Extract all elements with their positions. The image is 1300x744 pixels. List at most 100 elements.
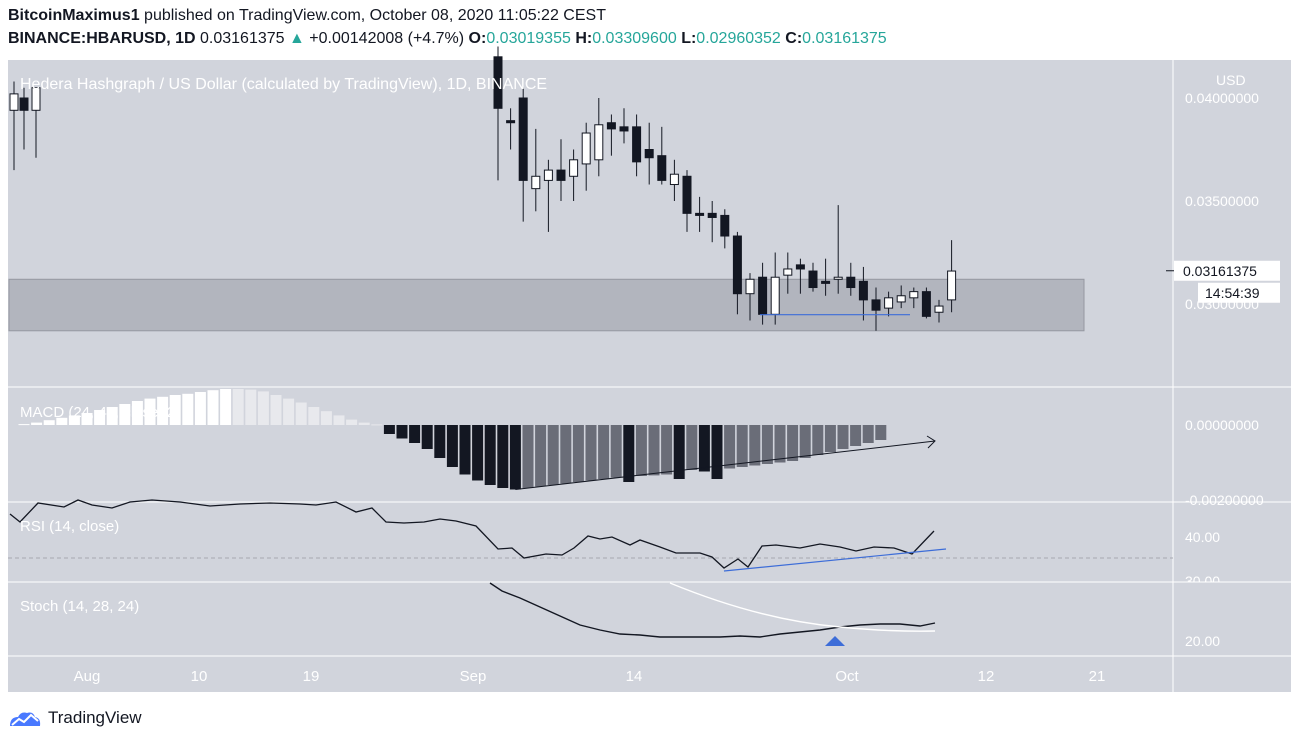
macd-bar	[850, 425, 862, 446]
macd-bar	[472, 425, 484, 481]
candle-down	[632, 126, 642, 163]
macd-bar	[585, 425, 597, 481]
close-value: 0.03161375	[802, 30, 887, 47]
macd-bar	[245, 389, 257, 425]
candle-down	[732, 235, 742, 295]
time-tick-label: Aug	[74, 668, 101, 685]
macd-bar	[346, 419, 358, 425]
macd-bar	[648, 425, 660, 476]
brand-name: TradingView	[48, 708, 142, 727]
time-tick-label: 12	[978, 668, 995, 685]
time-tick-label: 21	[1089, 668, 1106, 685]
open-value: 0.03019355	[486, 30, 571, 47]
rsi-tick-label: 40.00	[1185, 529, 1220, 545]
candle-down	[493, 56, 503, 109]
rsi-label: RSI (14, close)	[20, 518, 119, 535]
macd-bar	[875, 425, 887, 440]
candle-up	[531, 175, 541, 190]
macd-bar	[358, 422, 370, 425]
countdown-box	[1198, 282, 1280, 303]
symbol-line: BINANCE:HBARUSD, 1D 0.03161375 ▲ +0.0014…	[8, 30, 887, 48]
stoch-label: Stoch (14, 28, 24)	[20, 598, 139, 615]
macd-tick-label: -0.00200000	[1185, 492, 1264, 508]
candle-down	[707, 212, 717, 218]
macd-bar	[509, 425, 521, 490]
macd-trend-arrow	[926, 435, 936, 449]
publish-line: BitcoinMaximus1 published on TradingView…	[8, 7, 606, 25]
macd-bar	[824, 425, 836, 452]
stoch-d-line	[669, 582, 936, 632]
candle-up	[947, 270, 957, 301]
candle-down	[758, 276, 768, 315]
candle-down	[682, 175, 692, 214]
candle-up	[833, 276, 843, 280]
macd-bar	[232, 389, 244, 425]
publish-info: published on TradingView.com, October 08…	[144, 7, 606, 24]
last-price-label: 0.03161375	[1183, 263, 1257, 279]
macd-bar	[749, 425, 761, 466]
price-change: +0.00142008 (+4.7%)	[309, 30, 465, 47]
macd-bar	[812, 425, 824, 455]
candle-up	[543, 169, 553, 181]
candle-partial	[19, 97, 29, 111]
macd-bar	[610, 425, 622, 478]
macd-bar	[270, 395, 282, 425]
macd-bar	[371, 424, 383, 426]
macd-bar	[560, 425, 572, 484]
macd-bar	[761, 425, 773, 464]
macd-bar	[81, 413, 93, 425]
price-pane	[8, 46, 1085, 332]
candle-up	[581, 132, 591, 165]
candle-up	[594, 124, 604, 161]
candle-down	[808, 270, 818, 289]
candle-up	[909, 291, 919, 299]
rsi-line	[9, 499, 935, 569]
macd-bar	[774, 425, 786, 463]
macd-bar	[711, 425, 723, 479]
macd-tick-label: 0.00000000	[1185, 417, 1259, 433]
time-tick-label: 10	[191, 668, 208, 685]
candle-up	[569, 159, 579, 177]
macd-bar	[194, 392, 206, 425]
macd-bar	[484, 425, 496, 485]
candle-down	[858, 280, 868, 301]
macd-bar	[94, 410, 106, 425]
macd-bar	[383, 425, 395, 434]
price-tick-label: 0.04000000	[1185, 90, 1259, 106]
macd-bar	[333, 415, 345, 425]
macd-bar	[18, 424, 30, 426]
last-price: 0.03161375	[200, 30, 285, 47]
candle-down	[644, 149, 654, 159]
macd-bar	[43, 420, 55, 425]
time-tick-label: 19	[303, 668, 320, 685]
candle-up	[745, 278, 755, 295]
candle-down	[518, 97, 528, 181]
macd-bar	[396, 425, 408, 439]
macd-bar	[598, 425, 610, 479]
time-tick-label: Oct	[835, 668, 859, 685]
macd-bar	[736, 425, 748, 467]
macd-bar	[220, 389, 232, 425]
macd-bar	[207, 390, 219, 425]
candle-up	[669, 173, 679, 186]
macd-bar	[421, 425, 433, 449]
macd-bar	[119, 404, 131, 425]
author-name[interactable]: BitcoinMaximus1	[8, 7, 140, 24]
candle-down	[556, 169, 566, 181]
candle-down	[619, 126, 629, 132]
macd-bar	[144, 398, 156, 425]
candle-up	[770, 276, 780, 315]
tradingview-brand[interactable]: TradingView	[8, 708, 142, 728]
macd-bar	[661, 425, 673, 475]
macd-bar	[182, 393, 194, 425]
macd-bar	[787, 425, 799, 461]
last-price-box	[1174, 260, 1280, 281]
macd-bar	[283, 398, 295, 425]
macd-bar	[623, 425, 635, 482]
macd-bar	[698, 425, 710, 472]
macd-bar	[572, 425, 584, 482]
high-label: H:	[575, 30, 593, 47]
axes: 0.040000000.035000000.030000000.03161375…	[74, 90, 1280, 685]
stoch-k-line	[489, 582, 936, 638]
